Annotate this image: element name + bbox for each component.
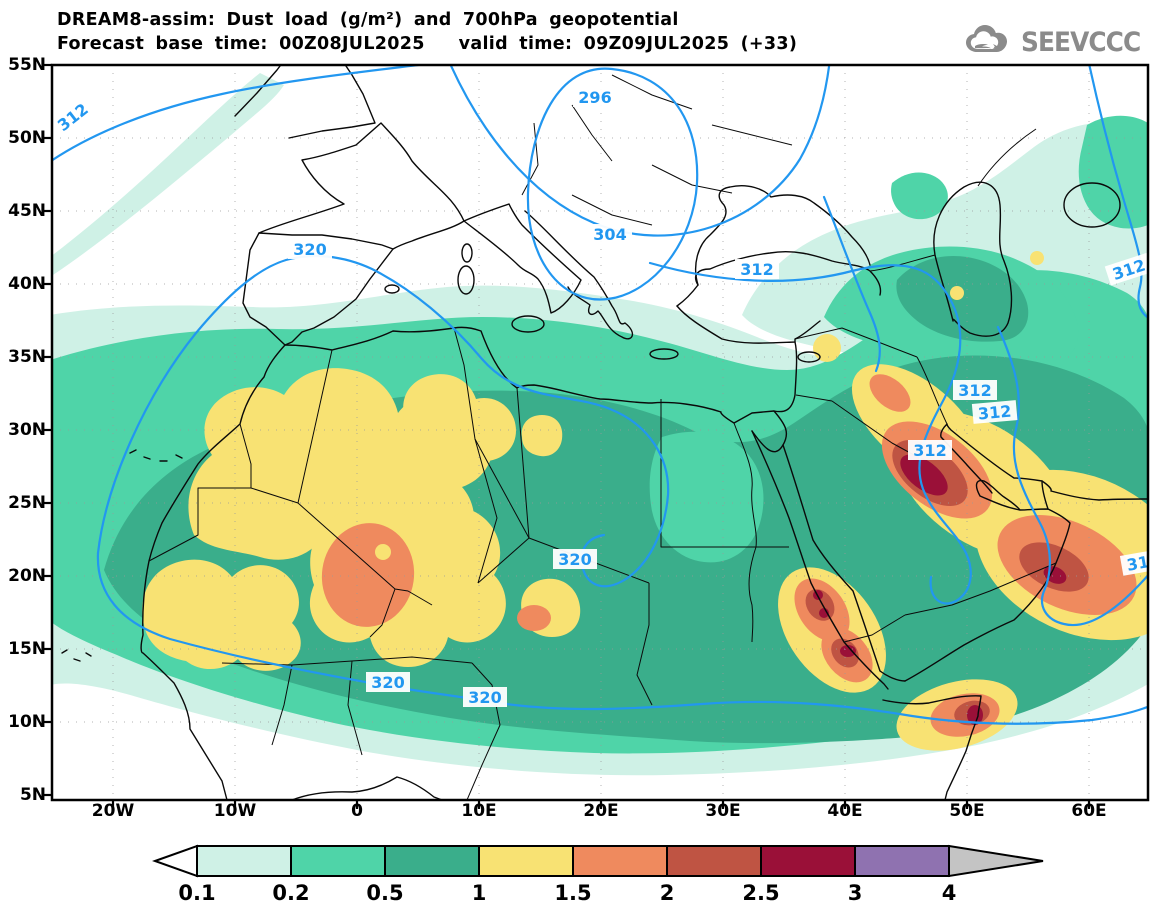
valid-time: valid time: 09Z09JUL2025 (+33) [459,34,797,54]
lon-tick-label: 20W [83,801,143,821]
lat-tick-label: 10N [4,712,46,732]
dust-map: 312296304320312312312312312320320320312 [52,65,1148,800]
lon-tick-label: 10W [205,801,265,821]
contour-label: 312 [908,440,952,460]
contour-label: 296 [573,87,617,107]
cloud-icon [963,22,1015,62]
colorbar-level-label: 3 [848,881,863,904]
dust-hole-yellow [375,544,391,560]
contour-label: 320 [463,687,507,707]
colorbar-level-label: 0.5 [366,881,403,904]
map-area: 312296304320312312312312312320320320312 [52,65,1148,800]
colorbar-level-label: 4 [942,881,957,904]
lat-tick-label: 5N [4,785,46,805]
svg-text:320: 320 [293,240,326,259]
contour-label: 312 [953,380,997,400]
colorbar-cell [667,846,761,876]
svg-text:312: 312 [977,402,1012,424]
lon-tick-label: 20E [571,801,631,821]
svg-text:296: 296 [578,88,611,107]
lat-tick-label: 15N [4,639,46,659]
contour-label: 312 [972,400,1018,424]
svg-text:312: 312 [740,260,773,279]
contour-label: 320 [366,672,410,692]
svg-text:320: 320 [558,550,591,569]
colorbar-level-label: 1.5 [554,881,591,904]
lat-tick-label: 40N [4,274,46,294]
colorbar-cell [479,846,573,876]
lon-tick-label: 30E [693,801,753,821]
colorbar-cell [197,846,291,876]
colorbar-cell [761,846,855,876]
svg-text:320: 320 [468,688,501,707]
colorbar-level-label: 0.2 [272,881,309,904]
contour-label: 304 [588,224,632,244]
seevccc-logo: SEEVCCC [963,22,1151,62]
lon-tick-label: 50E [937,801,997,821]
lat-tick-label: 25N [4,493,46,513]
contour-label: 312 [735,259,779,279]
lat-tick-label: 30N [4,420,46,440]
colorbar-cell [855,846,949,876]
lat-tick-label: 50N [4,128,46,148]
lat-tick-label: 45N [4,201,46,221]
colorbar-labels: 0.1 0.2 0.5 1 1.5 2 2.5 3 4 [178,881,956,904]
lon-tick-label: 60E [1059,801,1119,821]
dust-forecast-page: { "header": { "title": "DREAM8-assim: Du… [0,0,1165,907]
colorbar-cell [573,846,667,876]
colorbar-level-label: 1 [472,881,487,904]
logo-text: SEEVCCC [1021,27,1140,58]
lat-tick-label: 20N [4,566,46,586]
colorbar: 0.1 0.2 0.5 1 1.5 2 2.5 3 4 [150,838,1050,904]
colorbar-level-label: 0.1 [178,881,215,904]
chart-subtitle: Forecast base time: 00Z08JUL2025 valid ti… [57,32,831,56]
lon-tick-label: 0 [327,801,387,821]
colorbar-under-arrow [155,846,197,876]
title-block: DREAM8-assim: Dust load (g/m²) and 700hP… [57,8,831,56]
svg-text:304: 304 [593,225,626,244]
colorbar-cells [155,846,1043,876]
svg-text:312: 312 [958,381,991,400]
svg-text:320: 320 [371,673,404,692]
svg-text:312: 312 [913,441,946,460]
forecast-base-time: Forecast base time: 00Z08JUL2025 [57,34,425,54]
colorbar-level-label: 2 [660,881,675,904]
colorbar-level-label: 2.5 [742,881,779,904]
colorbar-cell [385,846,479,876]
lon-tick-label: 10E [449,801,509,821]
contour-label: 320 [553,549,597,569]
lat-tick-label: 55N [4,55,46,75]
lon-tick-label: 40E [815,801,875,821]
colorbar-over-arrow [949,846,1043,876]
colorbar-cell [291,846,385,876]
lat-tick-label: 35N [4,347,46,367]
contour-label: 320 [288,239,332,259]
chart-title: DREAM8-assim: Dust load (g/m²) and 700hP… [57,8,831,32]
